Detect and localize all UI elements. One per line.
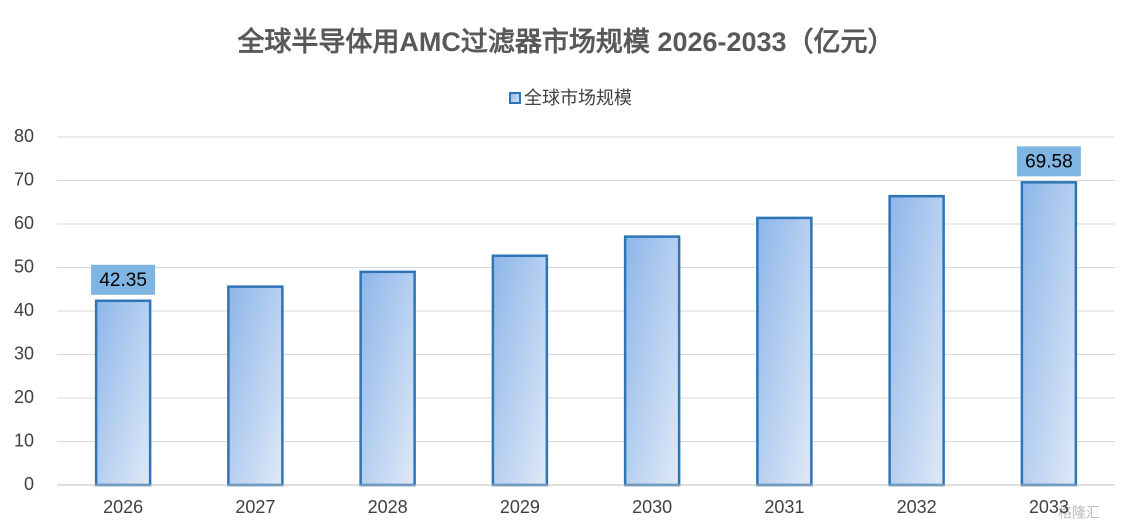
x-tick-label: 2027	[235, 497, 275, 517]
y-tick-label: 50	[14, 256, 34, 276]
x-tick-label: 2026	[103, 497, 143, 517]
watermark: 格隆汇	[1058, 505, 1100, 521]
data-label: 69.58	[1025, 151, 1073, 172]
x-tick-label: 2033	[1029, 497, 1069, 517]
bar	[1020, 181, 1078, 487]
y-tick-label: 60	[14, 213, 34, 233]
y-tick-label: 0	[24, 474, 34, 494]
y-tick-label: 40	[14, 300, 34, 320]
bar	[359, 270, 416, 487]
legend-label: 全球市场规模	[524, 88, 632, 108]
chart-title: 全球半导体用AMC过滤器市场规模 2026-2033（亿元）	[236, 26, 894, 57]
bar	[491, 254, 549, 487]
y-tick-label: 70	[14, 169, 34, 189]
data-label: 42.35	[99, 270, 147, 291]
y-tick-label: 20	[14, 387, 34, 407]
bar	[227, 285, 284, 487]
x-tick-label: 2029	[500, 497, 540, 517]
y-tick-label: 10	[14, 430, 34, 450]
x-tick-label: 2030	[632, 497, 672, 517]
x-tick-label: 2032	[897, 497, 937, 517]
x-tick-label: 2031	[764, 497, 804, 517]
bar	[623, 235, 681, 487]
bar	[756, 216, 813, 487]
y-tick-label: 30	[14, 343, 34, 363]
x-tick-label: 2028	[368, 497, 408, 517]
y-tick-label: 80	[14, 126, 34, 146]
bar	[888, 194, 945, 487]
data-label-box	[1016, 146, 1081, 177]
bar	[94, 299, 152, 487]
data-label-box	[91, 264, 156, 295]
legend-swatch	[509, 92, 521, 104]
